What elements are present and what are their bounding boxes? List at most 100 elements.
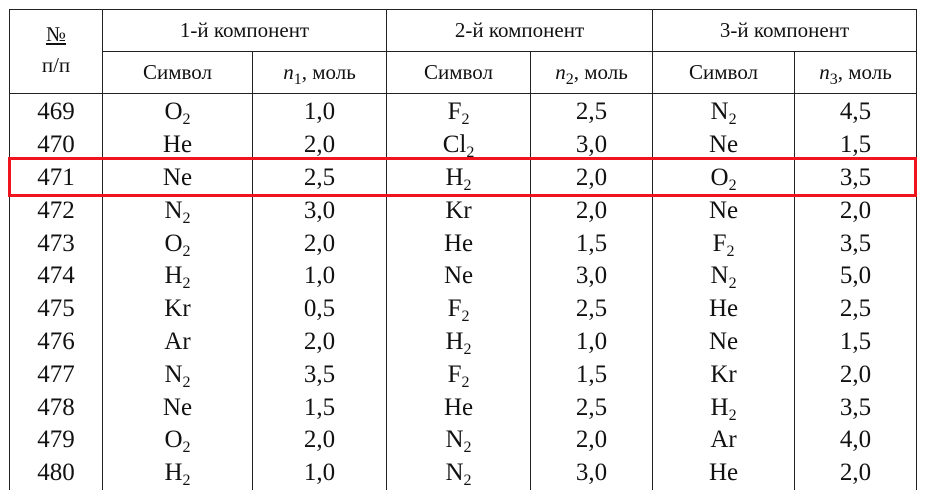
amount-3: 3,5 (794, 227, 918, 260)
symbol-3: Kr (652, 358, 796, 392)
amount-1: 1,0 (251, 259, 388, 293)
symbol-1: H2 (102, 259, 253, 293)
header-component-3: 3-й компонент (652, 9, 918, 52)
symbol-2: F2 (386, 93, 532, 129)
row-number: 475 (9, 292, 103, 326)
header-component-1: 1-й компонент (101, 9, 388, 52)
symbol-1: Ne (102, 161, 253, 195)
table-row: 477 N2 3,5 F2 1,5 Kr 2,0 (9, 358, 918, 392)
table-row: 476 Ar 2,0 H2 1,0 Ne 1,5 (9, 325, 918, 359)
symbol-2: H2 (386, 325, 532, 359)
amount-3: 1,5 (794, 128, 918, 162)
symbol-2: He (386, 227, 532, 260)
table-row: 478 Ne 1,5 He 2,5 H2 3,5 (9, 391, 918, 424)
header-symbol-2: Символ (386, 51, 532, 94)
symbol-2: Cl2 (386, 128, 532, 162)
amount-3: 2,0 (794, 194, 918, 228)
symbol-1: O2 (102, 93, 253, 129)
amount-1: 2,0 (251, 128, 388, 162)
amount-3: 5,0 (794, 259, 918, 293)
symbol-1: N2 (102, 358, 253, 392)
amount-2: 3,0 (530, 128, 654, 162)
header-number-sub: п/п (41, 53, 71, 77)
row-number: 480 (9, 456, 103, 490)
symbol-2: H2 (386, 161, 532, 195)
amount-3: 2,5 (794, 292, 918, 326)
row-number: 469 (9, 93, 103, 129)
header-symbol-1: Символ (102, 51, 253, 94)
header-amount-3: n3, моль (794, 51, 918, 94)
symbol-2: Ne (386, 259, 532, 293)
amount-3: 1,5 (794, 325, 918, 359)
gas-mixture-table: № п/п 1-й компонент 2-й компонент 3-й ко… (9, 9, 918, 490)
header-symbol-3: Символ (652, 51, 796, 94)
table-row: 471 Ne 2,5 H2 2,0 O2 3,5 (9, 161, 918, 195)
header-amount-1: n1, моль (251, 51, 388, 94)
amount-3: 3,5 (794, 391, 918, 424)
row-number: 477 (9, 358, 103, 392)
amount-3: 3,5 (794, 161, 918, 195)
amount-2: 2,5 (530, 292, 654, 326)
amount-1: 1,0 (251, 456, 388, 490)
amount-1: 2,0 (251, 325, 388, 359)
amount-2: 3,0 (530, 259, 654, 293)
symbol-2: He (386, 391, 532, 424)
symbol-1: H2 (102, 456, 253, 490)
amount-2: 1,0 (530, 325, 654, 359)
amount-3: 4,5 (794, 93, 918, 129)
symbol-3: N2 (652, 93, 796, 129)
symbol-3: H2 (652, 391, 796, 424)
amount-2: 1,5 (530, 227, 654, 260)
amount-2: 2,0 (530, 423, 654, 457)
amount-3: 4,0 (794, 423, 918, 457)
symbol-3: He (652, 456, 796, 490)
table-row: 472 N2 3,0 Kr 2,0 Ne 2,0 (9, 194, 918, 228)
symbol-3: F2 (652, 227, 796, 260)
table-row: 480 H2 1,0 N2 3,0 He 2,0 (9, 456, 918, 490)
header-component-2: 2-й компонент (386, 9, 654, 52)
symbol-1: O2 (102, 423, 253, 457)
symbol-2: F2 (386, 358, 532, 392)
table-row: 474 H2 1,0 Ne 3,0 N2 5,0 (9, 259, 918, 293)
amount-1: 1,0 (251, 93, 388, 129)
symbol-2: N2 (386, 423, 532, 457)
symbol-2: N2 (386, 456, 532, 490)
amount-2: 3,0 (530, 456, 654, 490)
symbol-1: Ar (102, 325, 253, 359)
symbol-1: Kr (102, 292, 253, 326)
header-number-sign: № (45, 22, 67, 46)
symbol-3: Ne (652, 128, 796, 162)
symbol-3: N2 (652, 259, 796, 293)
table-row: 475 Kr 0,5 F2 2,5 He 2,5 (9, 292, 918, 326)
row-number: 478 (9, 391, 103, 424)
highlight-box (8, 157, 917, 197)
amount-3: 2,0 (794, 456, 918, 490)
amount-2: 2,0 (530, 161, 654, 195)
amount-3: 2,0 (794, 358, 918, 392)
amount-2: 2,5 (530, 391, 654, 424)
row-number: 470 (9, 128, 103, 162)
amount-2: 2,5 (530, 93, 654, 129)
amount-1: 0,5 (251, 292, 388, 326)
row-number: 473 (9, 227, 103, 260)
amount-1: 3,0 (251, 194, 388, 228)
row-number: 471 (9, 161, 103, 195)
symbol-1: N2 (102, 194, 253, 228)
table-row: 469 O2 1,0 F2 2,5 N2 4,5 (9, 93, 918, 129)
symbol-3: O2 (652, 161, 796, 195)
row-number: 479 (9, 423, 103, 457)
amount-1: 2,0 (251, 227, 388, 260)
header-number: № п/п (9, 9, 103, 94)
amount-1: 3,5 (251, 358, 388, 392)
symbol-3: Ne (652, 194, 796, 228)
symbol-3: He (652, 292, 796, 326)
amount-2: 1,5 (530, 358, 654, 392)
table-row: 470 He 2,0 Cl2 3,0 Ne 1,5 (9, 128, 918, 162)
amount-1: 2,5 (251, 161, 388, 195)
symbol-3: Ar (652, 423, 796, 457)
row-number: 472 (9, 194, 103, 228)
symbol-1: O2 (102, 227, 253, 260)
symbol-1: Ne (102, 391, 253, 424)
header-amount-2: n2, моль (530, 51, 654, 94)
symbol-1: He (102, 128, 253, 162)
